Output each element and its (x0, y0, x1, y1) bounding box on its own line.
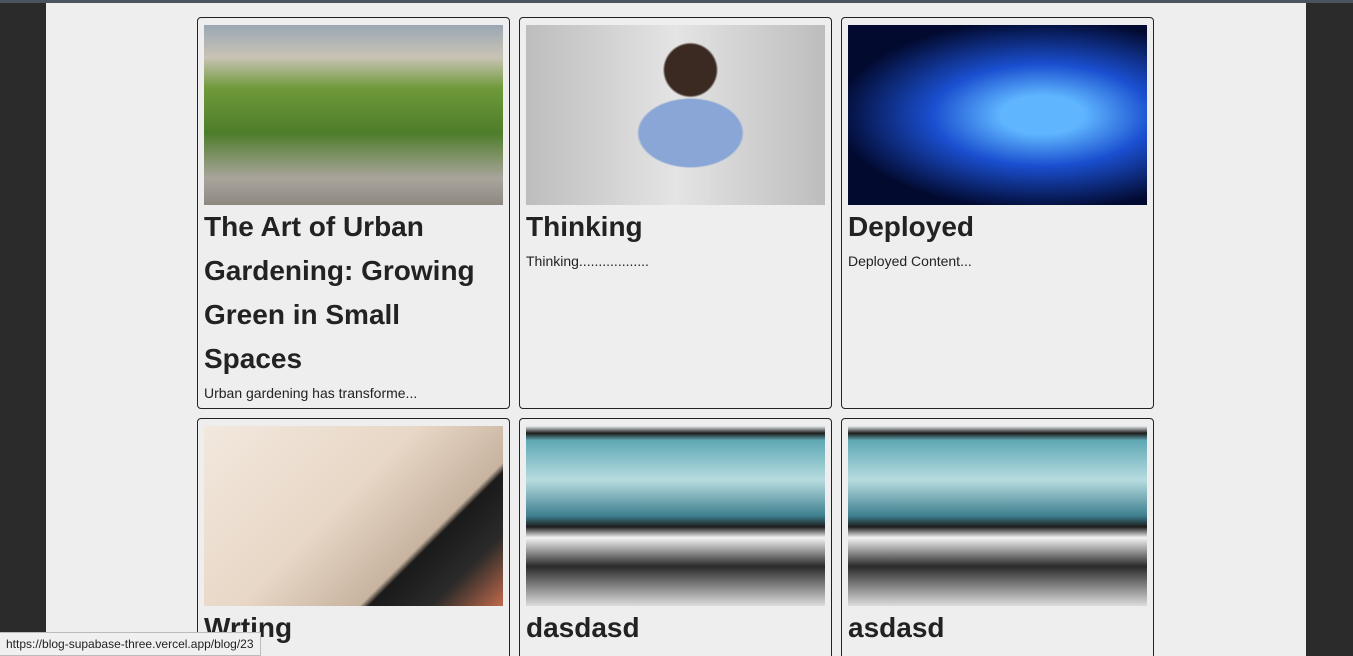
post-title: Deployed (848, 211, 975, 242)
post-excerpt: asdasd asdasd asdasd asdasd as... (526, 654, 825, 656)
post-image (526, 426, 825, 606)
post-card[interactable]: WrtingWrting content... (197, 418, 510, 656)
post-excerpt: asdasd asdasd asdasd asdasd as... (848, 654, 1147, 656)
window-edge (0, 0, 1353, 3)
post-card[interactable]: Thinking Thinking.................. (519, 17, 832, 409)
post-image (204, 426, 503, 606)
post-card[interactable]: Deployed Deployed Content... (841, 17, 1154, 409)
main-panel: The Art of Urban Gardening: Growing Gree… (46, 3, 1306, 656)
card-grid: The Art of Urban Gardening: Growing Gree… (197, 17, 1154, 656)
post-title: asdasd (848, 612, 945, 643)
post-image (526, 25, 825, 205)
post-excerpt: Thinking.................. (526, 253, 649, 269)
post-title: dasdasd (526, 612, 640, 643)
post-image (848, 25, 1147, 205)
post-image (204, 25, 503, 205)
post-excerpt: Urban gardening has transforme... (204, 385, 418, 401)
post-title: The Art of Urban Gardening: Growing Gree… (204, 211, 475, 374)
post-title: Thinking (526, 211, 643, 242)
post-card[interactable]: dasdasd asdasd asdasd asdasd asdasd as... (519, 418, 832, 656)
post-excerpt: Deployed Content... (848, 253, 972, 269)
post-card[interactable]: asdasd asdasd asdasd asdasd asdasd as... (841, 418, 1154, 656)
status-bar: https://blog-supabase-three.vercel.app/b… (0, 632, 261, 656)
post-card[interactable]: The Art of Urban Gardening: Growing Gree… (197, 17, 510, 409)
post-image (848, 426, 1147, 606)
